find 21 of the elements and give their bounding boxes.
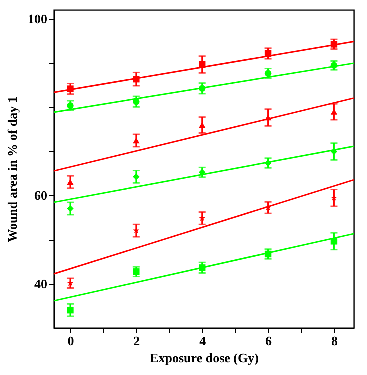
point	[133, 268, 140, 276]
point	[67, 306, 74, 314]
point	[67, 205, 74, 212]
x-tick-label: 8	[331, 334, 338, 348]
point	[264, 70, 272, 77]
y-tick-label: 60	[34, 188, 48, 203]
point	[199, 122, 206, 128]
y-tick-label: 40	[34, 276, 48, 292]
x-tick-label: 0	[68, 334, 74, 348]
point	[199, 215, 206, 222]
x-axis-title: Exposure dose (Gy)	[150, 350, 259, 366]
x-tick-label: 4	[200, 334, 207, 348]
point	[133, 138, 140, 144]
point	[67, 179, 74, 186]
y-tick-label: 100	[28, 11, 48, 26]
point	[330, 109, 338, 115]
x-tick-label: 6	[266, 334, 273, 348]
point	[133, 174, 140, 180]
y-axis-title: Wound area in % of day 1	[5, 96, 20, 242]
point	[67, 102, 74, 110]
x-tick-label: 2	[134, 334, 140, 348]
